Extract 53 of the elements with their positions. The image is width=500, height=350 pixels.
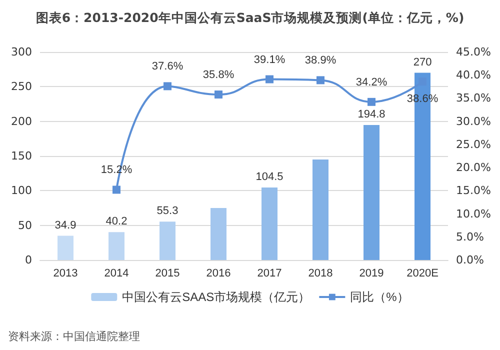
data-label: 34.2% — [356, 76, 388, 88]
text: 资料来源：中国信通院整理 — [8, 330, 140, 343]
y-tick-label: 250 — [11, 80, 32, 94]
data-label: 104.5 — [256, 171, 284, 184]
bar — [364, 124, 380, 260]
y-tick-label: 200 — [11, 114, 32, 128]
y2-tick-label: 0.0% — [456, 254, 484, 266]
y-tick-label: 50 — [18, 218, 32, 232]
data-label: 37.6% — [152, 60, 184, 73]
x-tick-label: 2020E — [406, 268, 438, 280]
y2-tick-label: 25.0% — [456, 138, 491, 151]
bar — [210, 208, 226, 260]
y-tick-label: 0 — [25, 254, 32, 266]
point — [164, 82, 172, 90]
y2-tick-label: 15.0% — [456, 184, 491, 198]
y-tick-label: 300 — [11, 46, 32, 58]
point — [266, 75, 274, 84]
x-tick-label: 2014 — [104, 268, 129, 280]
x-tick-label: 2013 — [53, 268, 78, 280]
y2-tick-label: 35.0% — [456, 92, 491, 105]
legend-label: 同比（%） — [350, 290, 409, 304]
y2-tick-label: 10.0% — [456, 207, 491, 220]
bar — [160, 222, 176, 260]
bar — [58, 236, 74, 260]
point — [368, 98, 376, 106]
y2-tick-label: 5.0% — [456, 230, 484, 244]
x-tick-label: 2016 — [206, 268, 231, 280]
y-tick-label: 100 — [11, 184, 32, 198]
point — [214, 90, 222, 99]
data-label: 40.2 — [106, 216, 128, 228]
y2-tick-label: 30.0% — [456, 114, 491, 128]
x-tick-label: 2015 — [155, 268, 180, 280]
x-tick-label: 2017 — [257, 268, 282, 280]
y2-tick-label: 40.0% — [456, 68, 491, 82]
data-label: 34.9 — [54, 219, 76, 232]
bar — [262, 188, 278, 260]
x-tick-label: 2019 — [359, 268, 384, 280]
chart-title: 图表6：2013-2020年中国公有云SaaS市场规模及预测(单位：亿元，%) — [36, 10, 464, 25]
data-label: 38.9% — [304, 54, 336, 67]
point — [112, 186, 120, 194]
y2-tick-label: 20.0% — [456, 161, 491, 174]
data-label: 55.3 — [156, 205, 178, 218]
bar — [108, 232, 124, 260]
y2-tick-label: 45.0% — [456, 46, 491, 58]
data-label: 35.8% — [202, 69, 234, 82]
y-tick-label: 150 — [11, 150, 32, 162]
point — [316, 76, 324, 84]
data-label: 39.1% — [254, 54, 286, 66]
data-label: 270 — [413, 56, 432, 68]
bar — [312, 159, 328, 260]
legend-label: 中国公有云SAAS市场规模（亿元） — [122, 290, 310, 304]
x-tick-label: 2018 — [308, 268, 333, 280]
data-label: 194.8 — [358, 108, 386, 120]
